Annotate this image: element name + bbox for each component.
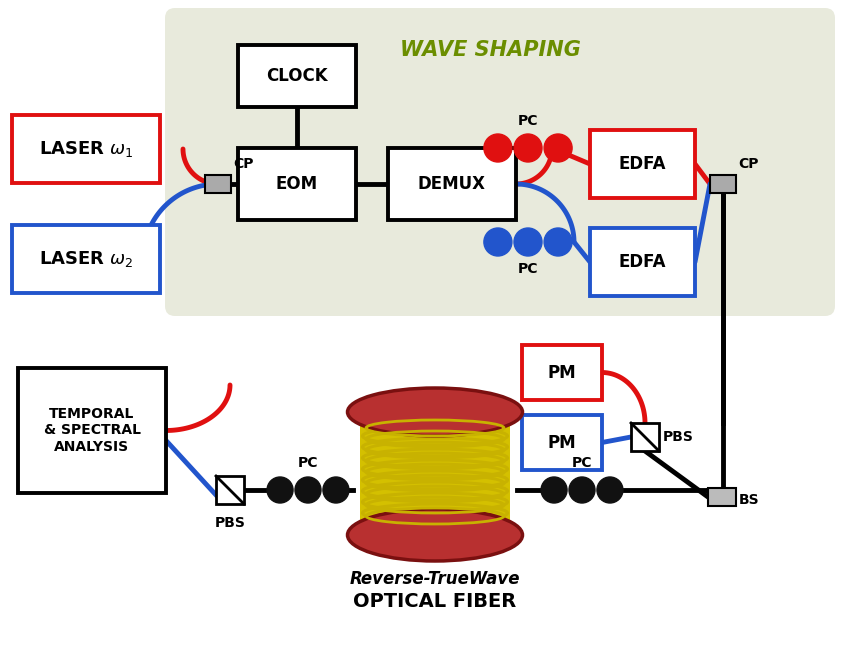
FancyBboxPatch shape xyxy=(388,148,516,220)
Circle shape xyxy=(544,228,572,256)
Circle shape xyxy=(295,477,321,503)
Ellipse shape xyxy=(348,388,523,436)
FancyBboxPatch shape xyxy=(522,415,602,470)
FancyBboxPatch shape xyxy=(18,368,166,493)
Text: TEMPORAL
& SPECTRAL
ANALYSIS: TEMPORAL & SPECTRAL ANALYSIS xyxy=(43,408,140,454)
Circle shape xyxy=(323,477,349,503)
FancyBboxPatch shape xyxy=(590,228,695,296)
Polygon shape xyxy=(360,418,510,528)
FancyBboxPatch shape xyxy=(165,8,835,316)
Text: CP: CP xyxy=(738,157,758,171)
Text: PC: PC xyxy=(518,262,538,276)
FancyBboxPatch shape xyxy=(631,423,659,451)
Text: Reverse-TrueWave: Reverse-TrueWave xyxy=(349,570,520,588)
Text: DEMUX: DEMUX xyxy=(418,175,486,193)
Circle shape xyxy=(544,134,572,162)
Circle shape xyxy=(514,134,542,162)
Text: PM: PM xyxy=(547,364,576,382)
Text: CP: CP xyxy=(233,157,253,171)
Ellipse shape xyxy=(348,509,523,561)
Text: PC: PC xyxy=(298,456,318,470)
FancyBboxPatch shape xyxy=(12,115,160,183)
FancyBboxPatch shape xyxy=(238,45,356,107)
Circle shape xyxy=(541,477,567,503)
FancyBboxPatch shape xyxy=(708,488,736,506)
Text: EDFA: EDFA xyxy=(619,155,666,173)
FancyBboxPatch shape xyxy=(216,476,244,504)
Text: WAVE SHAPING: WAVE SHAPING xyxy=(400,40,581,60)
Text: PBS: PBS xyxy=(663,430,694,444)
Text: BS: BS xyxy=(739,493,760,507)
Text: LASER $\omega_2$: LASER $\omega_2$ xyxy=(39,249,133,269)
FancyBboxPatch shape xyxy=(12,225,160,293)
Circle shape xyxy=(569,477,595,503)
Text: LASER $\omega_1$: LASER $\omega_1$ xyxy=(38,139,133,159)
Circle shape xyxy=(484,134,512,162)
Text: EOM: EOM xyxy=(276,175,318,193)
Text: PC: PC xyxy=(518,114,538,128)
Circle shape xyxy=(484,228,512,256)
Text: CLOCK: CLOCK xyxy=(266,67,328,85)
Text: PBS: PBS xyxy=(214,516,246,530)
FancyBboxPatch shape xyxy=(590,130,695,198)
Circle shape xyxy=(514,228,542,256)
Text: PM: PM xyxy=(547,434,576,452)
Circle shape xyxy=(267,477,293,503)
Circle shape xyxy=(597,477,623,503)
Text: OPTICAL FIBER: OPTICAL FIBER xyxy=(354,592,517,611)
FancyBboxPatch shape xyxy=(522,345,602,400)
FancyBboxPatch shape xyxy=(205,175,231,193)
FancyBboxPatch shape xyxy=(710,175,736,193)
FancyBboxPatch shape xyxy=(238,148,356,220)
Text: PC: PC xyxy=(572,456,592,470)
Text: EDFA: EDFA xyxy=(619,253,666,271)
